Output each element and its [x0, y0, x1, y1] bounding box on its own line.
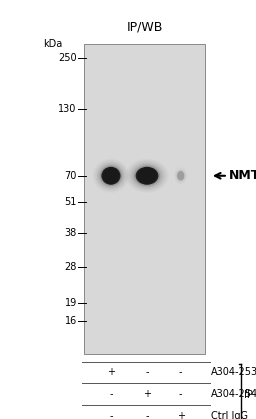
Text: -: -: [145, 411, 149, 419]
Ellipse shape: [104, 168, 118, 184]
Text: Ctrl IgG: Ctrl IgG: [211, 411, 248, 419]
Ellipse shape: [177, 171, 184, 180]
Ellipse shape: [134, 166, 160, 186]
Ellipse shape: [106, 169, 116, 183]
Text: +: +: [107, 367, 115, 378]
Text: IP/WB: IP/WB: [126, 21, 163, 34]
Ellipse shape: [178, 172, 183, 180]
Ellipse shape: [179, 172, 183, 179]
Ellipse shape: [140, 168, 154, 183]
Text: A304-253A: A304-253A: [211, 367, 256, 378]
Text: -: -: [109, 389, 113, 399]
Ellipse shape: [141, 169, 153, 183]
Ellipse shape: [139, 168, 155, 184]
Ellipse shape: [179, 172, 183, 179]
Bar: [84, 44, 205, 354]
Text: 28: 28: [65, 262, 77, 272]
Ellipse shape: [103, 168, 119, 184]
Ellipse shape: [101, 167, 121, 185]
Ellipse shape: [178, 172, 184, 180]
Ellipse shape: [177, 171, 185, 181]
Text: -: -: [109, 411, 113, 419]
Text: 19: 19: [65, 298, 77, 308]
Ellipse shape: [138, 168, 156, 184]
Text: +: +: [143, 389, 151, 399]
Text: 38: 38: [65, 228, 77, 238]
Text: 16: 16: [65, 316, 77, 326]
Ellipse shape: [132, 164, 162, 187]
Text: 70: 70: [65, 171, 77, 181]
Text: -: -: [145, 367, 149, 378]
Text: 130: 130: [58, 104, 77, 114]
Text: +: +: [177, 411, 185, 419]
Ellipse shape: [176, 170, 185, 182]
Ellipse shape: [102, 167, 120, 184]
Ellipse shape: [99, 164, 123, 187]
Text: 51: 51: [65, 197, 77, 207]
Text: A304-254A: A304-254A: [211, 389, 256, 399]
Text: 250: 250: [58, 53, 77, 63]
Ellipse shape: [105, 168, 117, 183]
Ellipse shape: [136, 167, 158, 185]
Text: -: -: [179, 367, 183, 378]
Text: NMT1: NMT1: [229, 169, 256, 182]
Ellipse shape: [100, 166, 122, 186]
Ellipse shape: [137, 167, 157, 184]
Text: kDa: kDa: [44, 39, 63, 49]
Ellipse shape: [177, 171, 184, 181]
Text: IP: IP: [244, 390, 253, 400]
Text: -: -: [179, 389, 183, 399]
